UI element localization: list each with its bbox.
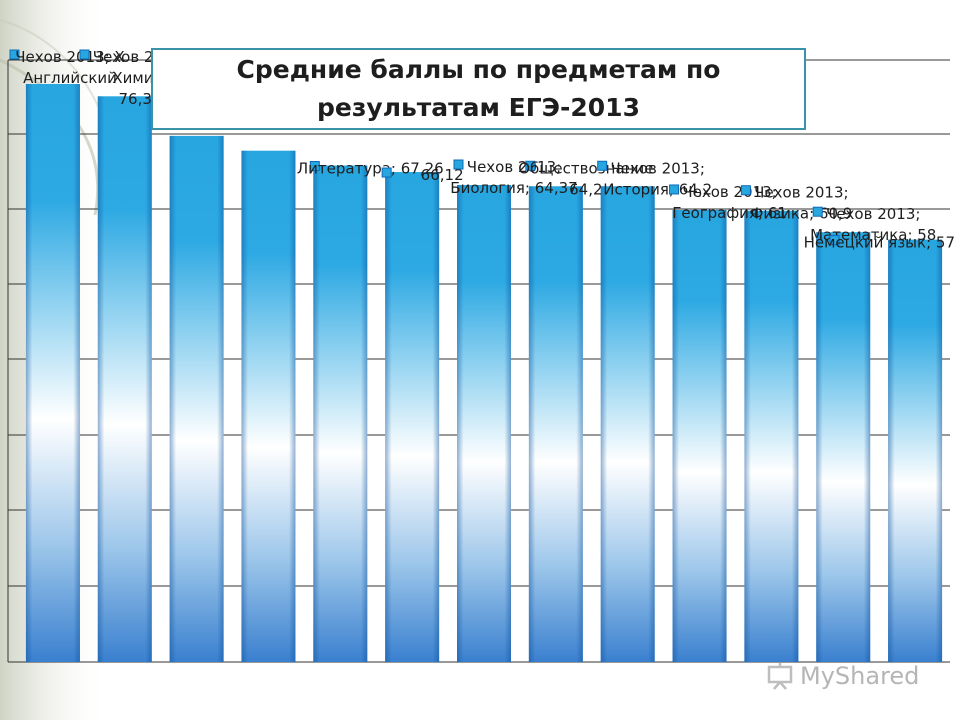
data-label: Немецкий язык; 57 [804, 234, 955, 252]
bar [528, 186, 583, 662]
chart-title: Средние баллы по предметам по результата… [236, 55, 721, 122]
legend-key-marker [309, 161, 320, 172]
bar-shading [313, 165, 368, 662]
data-label-line: Чехов 2013; Х [15, 48, 124, 66]
bar-shading [97, 96, 152, 662]
data-label-line: Чехов 2013; [682, 183, 776, 201]
data-label: Чехов 2013; Физика; 60,9 [750, 184, 852, 223]
data-label-line: Биология; 64,37 [450, 179, 577, 197]
data-label: Литература; 67,26 [297, 160, 444, 178]
bar-shading [385, 172, 440, 662]
data-label-line: Чехов 2013; [826, 205, 920, 223]
data-label-line: Чехов 2013; [467, 158, 561, 176]
bar-shading [528, 186, 583, 662]
data-label-line: Немецкий язык; 57 [804, 234, 955, 252]
data-label: Чехов 2013; Биология; 64,37 [450, 158, 577, 197]
data-label-line: Обществознание [518, 159, 653, 177]
bar-shading [600, 186, 655, 662]
bar [25, 84, 80, 662]
data-label: Чехов 2013; География; 61 [672, 183, 787, 222]
data-label-line: Чехов 2013; [610, 159, 704, 177]
data-label-line: 64,2 [569, 180, 602, 198]
bar [241, 150, 296, 662]
bar-shading [672, 209, 727, 662]
bars [25, 84, 943, 662]
legend-key-marker [525, 160, 536, 171]
data-label-line: Математика; 58 [810, 226, 936, 244]
data-label-line: Физика; 60,9 [750, 205, 852, 223]
bar [169, 135, 224, 662]
bar-shading [457, 185, 511, 662]
bar [672, 209, 727, 662]
watermark-text: MyShared [800, 662, 920, 690]
chart-title-box: Средние баллы по предметам по результата… [151, 48, 806, 130]
bar [816, 232, 871, 662]
data-label-line: География; 61 [672, 204, 787, 222]
data-label-line: 66,12 [421, 166, 464, 184]
data-label: Чехов 2013; История; 64,2 [603, 159, 712, 198]
presentation-icon [767, 663, 793, 690]
data-label: Чехов 2013; Математика; 58 [810, 205, 936, 244]
bar [744, 210, 799, 662]
legend-key-marker [381, 167, 392, 178]
bar-shading [888, 239, 943, 662]
watermark: MyShared [766, 656, 919, 696]
bar-shading [241, 150, 296, 662]
data-label: Обществознание 64,2 [518, 159, 653, 198]
legend-key-marker [453, 159, 464, 170]
bar-shading [744, 210, 799, 662]
bar [600, 186, 655, 662]
data-label: 66,12 [421, 166, 464, 184]
legend-key-marker [829, 235, 840, 246]
data-label-line: Английский [23, 69, 117, 87]
bar [313, 165, 368, 662]
bar-shading [169, 135, 224, 662]
data-label-line: История; 64,2 [603, 180, 712, 198]
data-label-line: 76,34 [119, 90, 162, 108]
legend-key-marker [740, 185, 751, 196]
legend-key-marker [812, 206, 823, 217]
bar [385, 172, 440, 662]
bar-shading [816, 232, 871, 662]
bar [888, 239, 943, 662]
legend-key-marker [669, 184, 680, 195]
data-label-line: Чехов 2013; [754, 184, 848, 202]
bar [457, 185, 511, 662]
bar [97, 96, 152, 662]
data-label-line: Литература; 67,26 [297, 160, 444, 178]
legend-key-marker [79, 49, 90, 60]
legend-key-marker [597, 160, 608, 171]
bar-shading [25, 84, 80, 662]
legend-key-marker [9, 49, 20, 60]
data-label: Чехов 2013; Х Английский [15, 48, 124, 87]
